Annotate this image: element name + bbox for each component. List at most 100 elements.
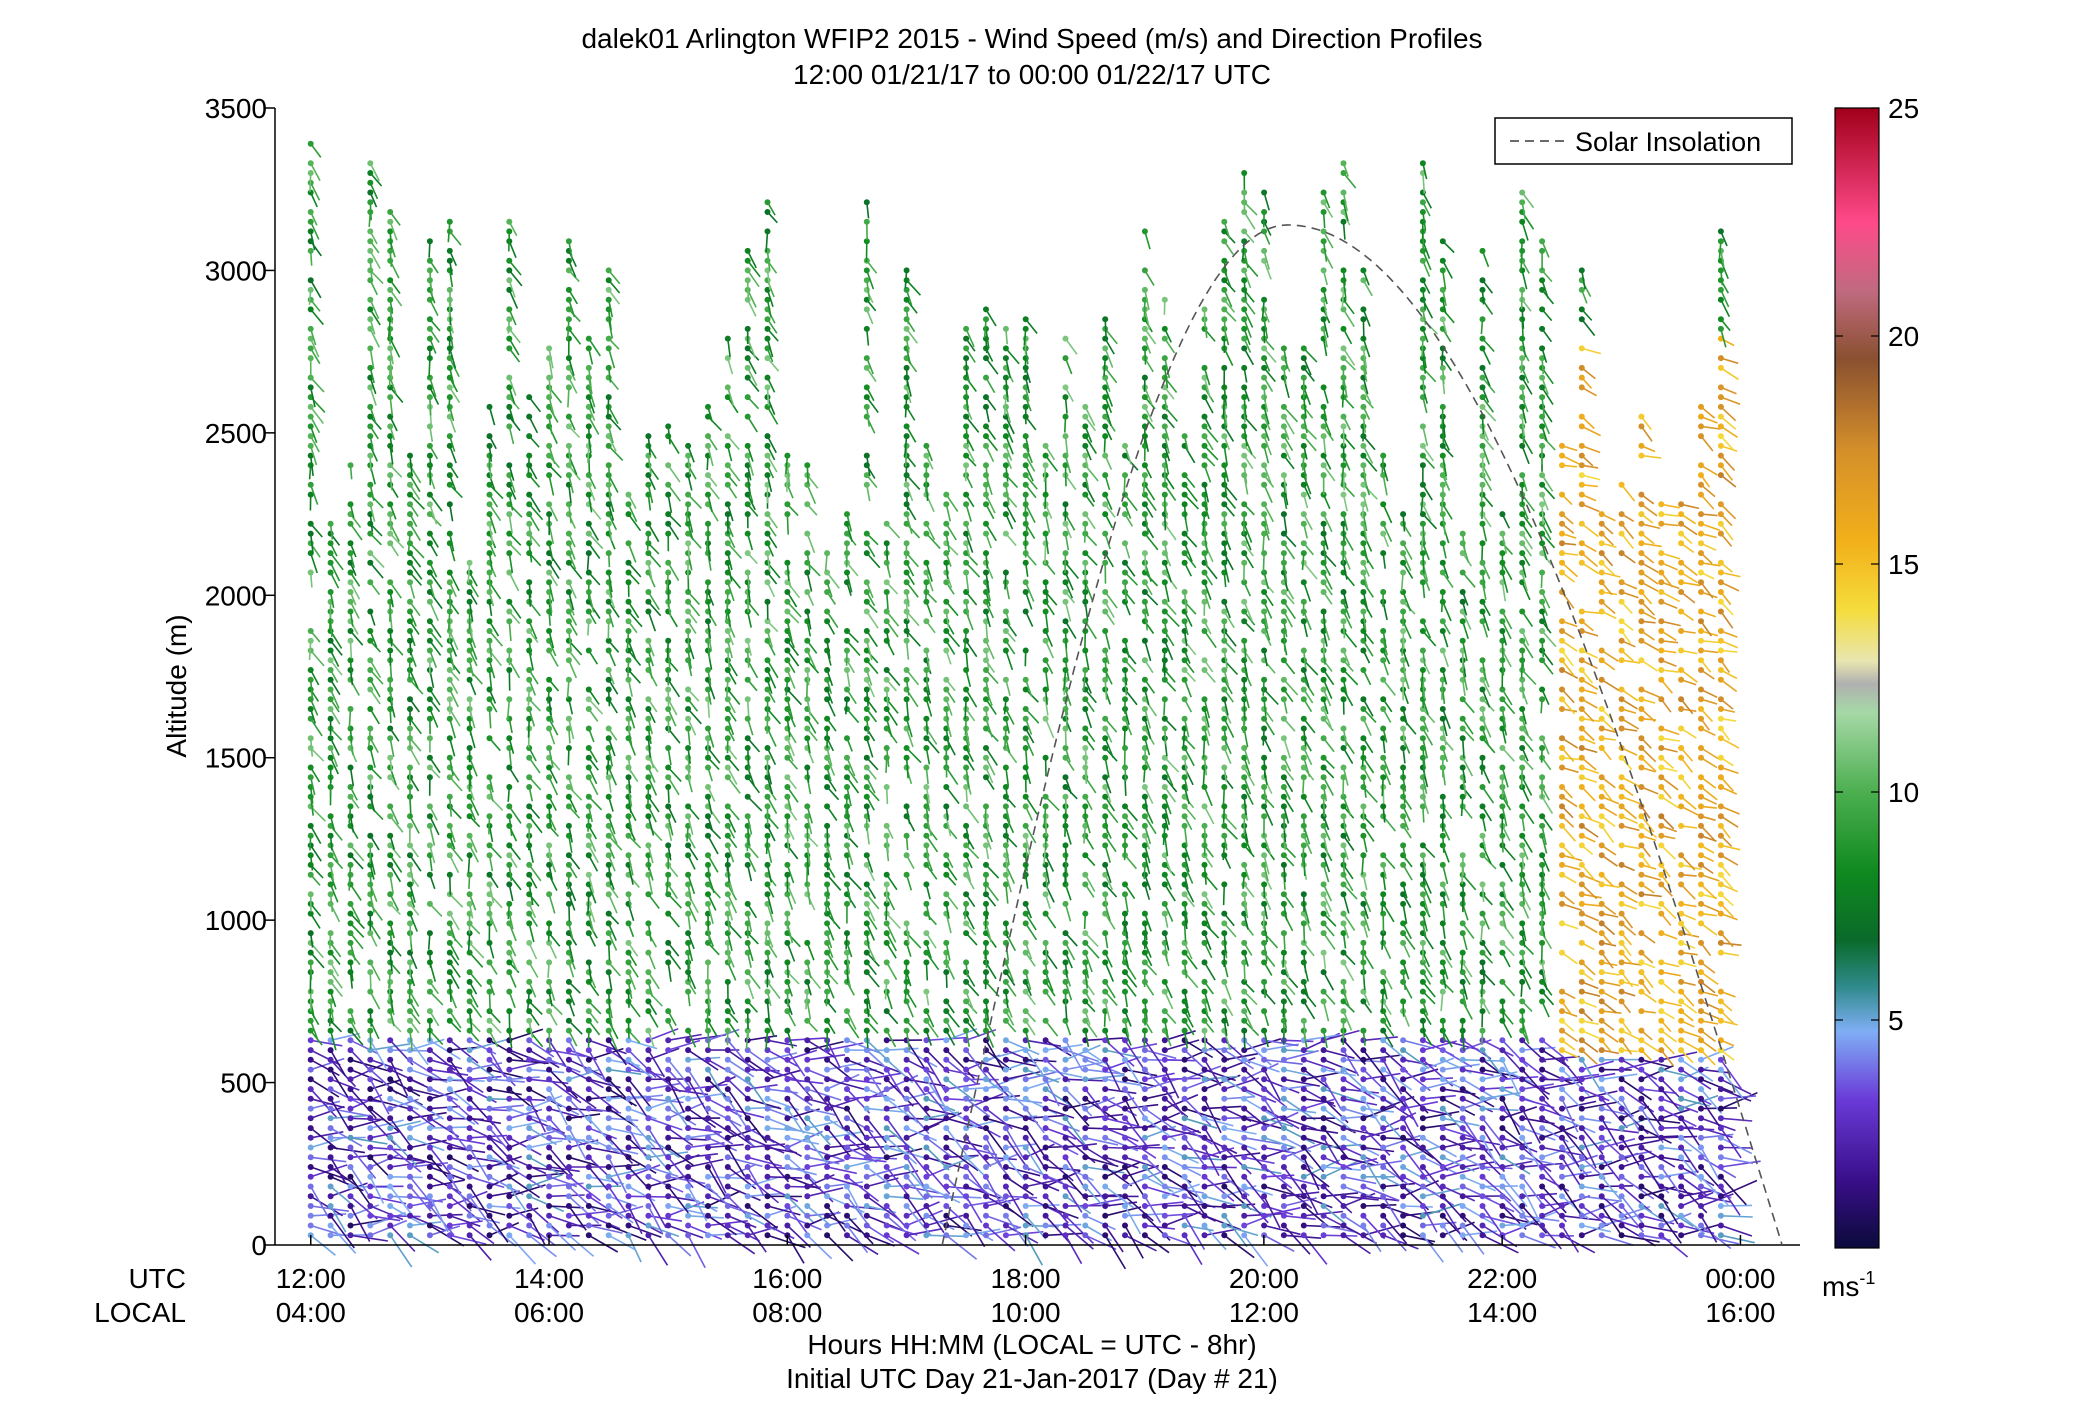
wind-barb-point (387, 628, 394, 634)
wind-barb-point (387, 589, 394, 595)
wind-barb-point (705, 1173, 711, 1180)
wind-barb-point (883, 784, 890, 790)
wind-barb-point (367, 160, 374, 167)
wind-barb-shaft (449, 543, 456, 562)
wind-barb-shaft (489, 1221, 520, 1237)
wind-barb-point (605, 1066, 612, 1073)
wind-barb-shaft (508, 844, 522, 861)
wind-barb-point (744, 1066, 751, 1073)
wind-barb-point (367, 559, 374, 566)
wind-barb-point (784, 1095, 791, 1102)
wind-barb-point (367, 745, 374, 751)
wind-barb-shaft (548, 1088, 568, 1126)
wind-barb-shaft (429, 620, 442, 639)
wind-barb-point (645, 1232, 652, 1239)
wind-barb-shaft (449, 1234, 487, 1245)
wind-barb-shaft (309, 182, 321, 201)
wind-barb-shaft (310, 1156, 347, 1163)
wind-barb-shaft (528, 513, 540, 532)
wind-barb-point (744, 579, 751, 586)
wind-barb-point (824, 988, 831, 995)
wind-barb-point (426, 442, 433, 449)
wind-barb-point (943, 1125, 950, 1132)
wind-barb-shaft (349, 581, 361, 600)
wind-barb-shaft (330, 1224, 357, 1254)
wind-barb-point (486, 696, 493, 703)
wind-barb-point (526, 706, 533, 712)
wind-barb-point (565, 384, 572, 391)
wind-barb-point (426, 394, 433, 401)
wind-barb-shaft (548, 1039, 567, 1067)
wind-barb-point (883, 822, 890, 829)
wind-barb-shaft (310, 1127, 339, 1150)
wind-barb-shaft (449, 737, 456, 757)
wind-barb-shaft (389, 289, 403, 307)
wind-barb-point (724, 1134, 731, 1141)
wind-barb-shaft (429, 650, 438, 668)
wind-barb-point (744, 813, 751, 820)
wind-barb-point (705, 813, 711, 820)
wind-barb-point (446, 871, 453, 878)
wind-barb-point (446, 1183, 453, 1190)
wind-barb-point (565, 413, 572, 420)
wind-barb-point (665, 1076, 672, 1083)
wind-barb-point (605, 1183, 612, 1190)
wind-barb-point (685, 1027, 692, 1034)
wind-barb-shaft (389, 893, 400, 911)
wind-barb-point (764, 1105, 771, 1112)
wind-barb-point (863, 725, 870, 732)
wind-barb-point (506, 491, 513, 498)
wind-barb-point (923, 1027, 930, 1034)
wind-barb-point (963, 1222, 970, 1229)
wind-barb-point (585, 793, 592, 800)
wind-barb-shaft (310, 1059, 340, 1077)
wind-barb-shaft (310, 1137, 344, 1149)
wind-barb-point (367, 1212, 374, 1219)
wind-barb-point (744, 394, 751, 401)
wind-barb-point (784, 589, 791, 595)
wind-barb-point (863, 218, 870, 225)
wind-barb-point (585, 930, 592, 937)
wind-barb-shaft (369, 348, 375, 370)
wind-barb-point (347, 861, 354, 868)
wind-barb-point (466, 1076, 473, 1083)
wind-barb-point (486, 1047, 493, 1054)
wind-barb-point (347, 803, 354, 810)
wind-barb-point (426, 569, 433, 576)
wind-barb-shaft (508, 1205, 535, 1224)
wind-barb-point (546, 764, 553, 771)
wind-barb-point (327, 1222, 334, 1229)
wind-barb-point (764, 209, 771, 215)
wind-barb-point (705, 442, 711, 449)
wind-barb-shaft (469, 1215, 500, 1224)
wind-barb-point (923, 881, 930, 888)
wind-barb-point (744, 511, 751, 518)
wind-barb-shaft (688, 1153, 718, 1159)
wind-barb-point (307, 715, 314, 722)
wind-barb-shaft (389, 386, 404, 404)
wind-barb-shaft (309, 777, 316, 796)
wind-barb-point (665, 433, 672, 440)
wind-barb-point (387, 296, 394, 303)
wind-barb-shaft (568, 942, 574, 963)
wind-barb-point (824, 1066, 831, 1073)
wind-barb-point (605, 1027, 612, 1034)
wind-barb-shaft (330, 1127, 363, 1147)
wind-barb-point (685, 1193, 692, 1200)
wind-barb-point (585, 1115, 592, 1122)
wind-barb-point (744, 1008, 751, 1015)
wind-barb-shaft (429, 1166, 466, 1181)
wind-barb-shaft (469, 1062, 503, 1071)
wind-barb-shaft (469, 942, 485, 959)
wind-barb-shaft (627, 1234, 642, 1263)
wind-barb-point (863, 550, 870, 557)
wind-barb-point (784, 657, 791, 664)
wind-barb-shaft (409, 474, 421, 493)
wind-barb-point (565, 715, 572, 722)
wind-barb-point (347, 764, 354, 771)
wind-barb-point (923, 735, 930, 742)
wind-barb-shaft (528, 1098, 547, 1133)
wind-barb-point (943, 784, 950, 790)
wind-barb-point (347, 1037, 354, 1044)
wind-barb-point (844, 1144, 850, 1151)
